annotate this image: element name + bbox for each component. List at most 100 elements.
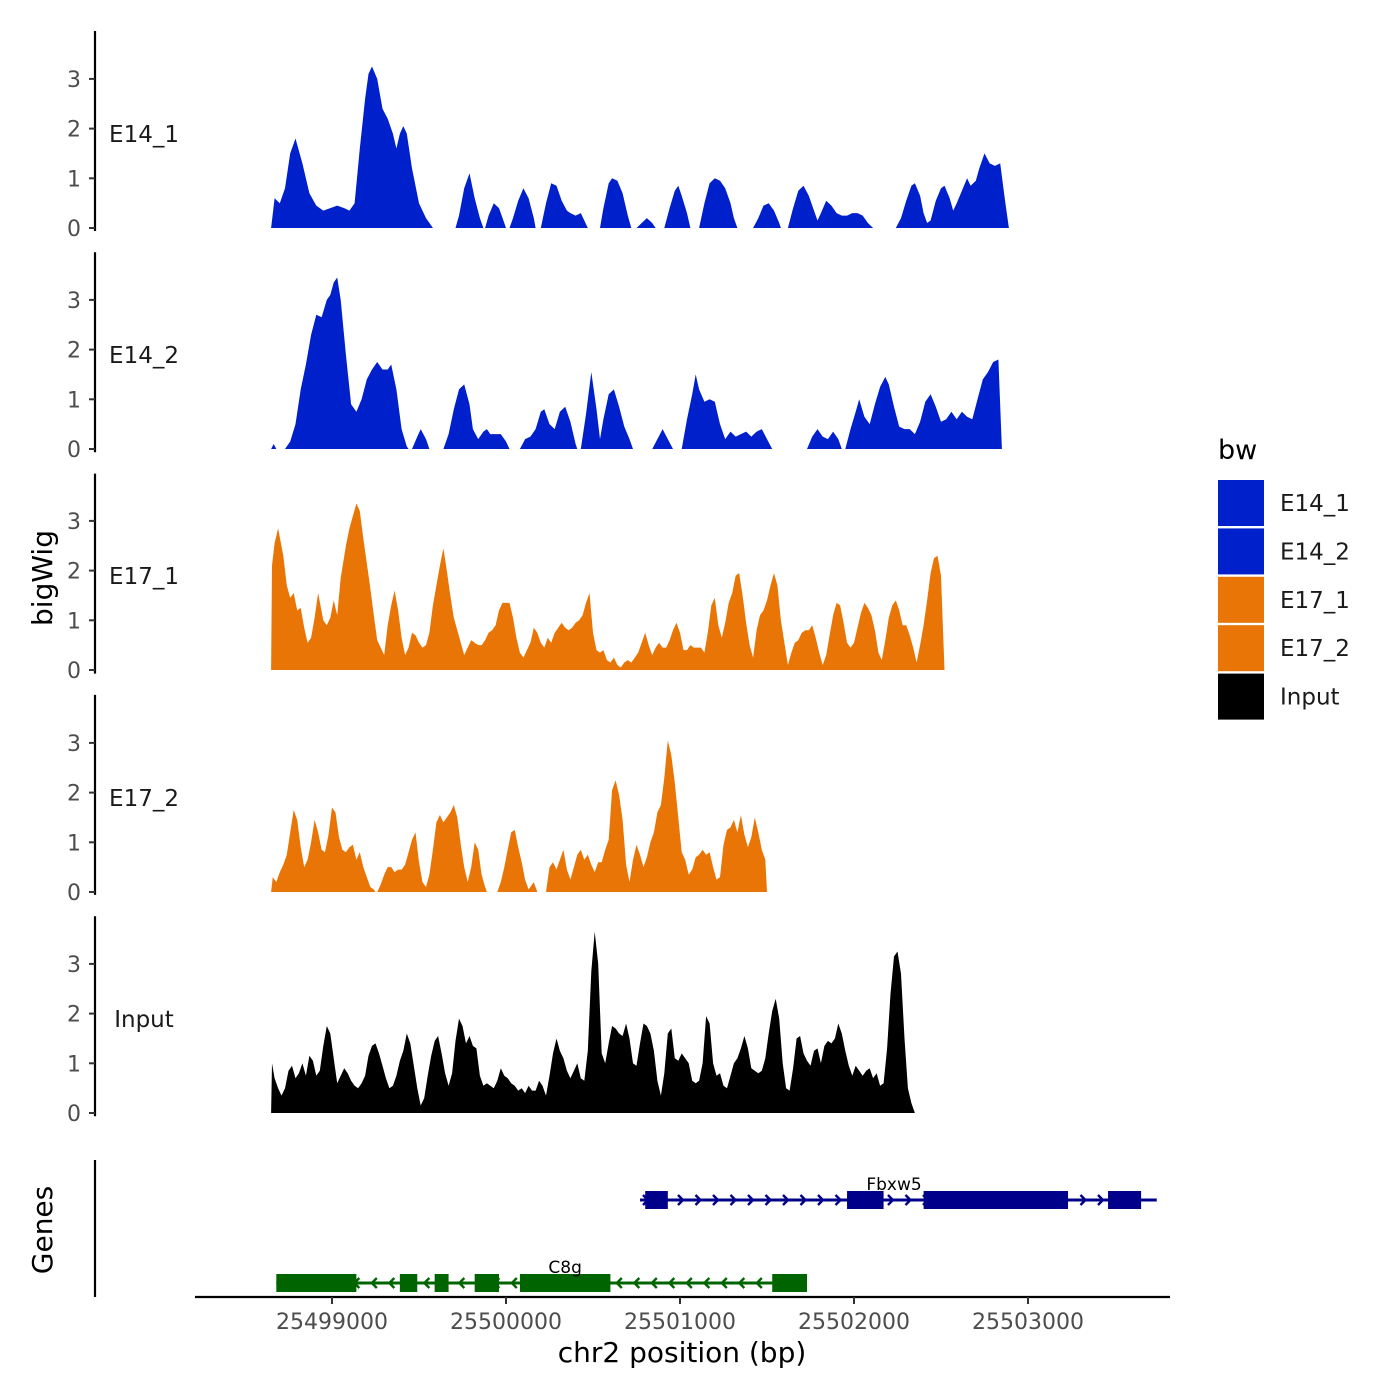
y-axis-title: bigWig: [26, 530, 59, 626]
y-tick-label: 1: [67, 1052, 81, 1077]
strand-arrow: [370, 1277, 378, 1289]
legend-swatch: [1218, 673, 1264, 720]
strand-arrow: [782, 1194, 790, 1206]
gene-exon: [772, 1274, 808, 1292]
strand-arrow: [747, 1194, 755, 1206]
legend-entry-input: Input: [1218, 673, 1340, 720]
gene-exon: [399, 1274, 418, 1292]
legend-label: E17_1: [1280, 588, 1350, 614]
strand-arrow: [834, 1194, 843, 1206]
strand-arrow: [387, 1277, 396, 1289]
legend-entry-e17-2: E17_2: [1218, 625, 1350, 672]
strand-arrow: [615, 1277, 623, 1289]
strand-arrow: [720, 1277, 728, 1289]
x-tick-label: 25503000: [972, 1310, 1084, 1335]
gene-c8g: C8g: [276, 1258, 808, 1292]
coverage-area-e17-1: [271, 503, 945, 670]
coverage-area-e14-1: [271, 66, 1009, 228]
gene-exon: [923, 1191, 1069, 1209]
y-tick-label: 0: [67, 438, 81, 463]
track-label: E14_1: [109, 122, 179, 148]
legend-swatch: [1218, 480, 1264, 526]
strand-arrow: [702, 1277, 711, 1289]
track-e14-2: 0 1 2 3 E14_2: [67, 252, 1002, 463]
gene-exon: [645, 1191, 668, 1209]
gene-exon: [434, 1274, 449, 1292]
track-label: Input: [114, 1007, 174, 1033]
strand-arrow: [737, 1277, 746, 1289]
x-tick-label: 25500000: [450, 1310, 562, 1335]
x-tick-label: 25499000: [276, 1310, 388, 1335]
y-tick-label: 3: [67, 68, 81, 93]
legend-label: E17_2: [1280, 636, 1350, 662]
track-label: E17_2: [109, 786, 179, 812]
y-tick-label: 0: [67, 1102, 81, 1127]
y-tick-label: 0: [67, 659, 81, 684]
y-tick-label: 3: [67, 289, 81, 314]
y-tick-label: 0: [67, 881, 81, 906]
strand-arrow: [632, 1277, 641, 1289]
x-tick-label: 25502000: [798, 1310, 910, 1335]
gene-exon: [519, 1274, 611, 1292]
genes-axis-title: Genes: [26, 1186, 59, 1274]
y-tick-label: 3: [67, 510, 81, 535]
y-tick-label: 1: [67, 831, 81, 856]
strand-arrow: [887, 1194, 895, 1206]
y-tick-label: 2: [67, 560, 81, 585]
strand-arrow: [510, 1277, 518, 1289]
strand-arrow: [904, 1194, 913, 1206]
y-tick-label: 2: [67, 782, 81, 807]
strand-arrow: [685, 1277, 693, 1289]
strand-arrow: [677, 1194, 685, 1206]
y-tick-label: 1: [67, 388, 81, 413]
strand-arrow: [422, 1277, 431, 1289]
gene-label: Fbxw5: [866, 1175, 921, 1195]
strand-arrow: [1097, 1194, 1105, 1206]
x-tick-label: 25501000: [624, 1310, 736, 1335]
y-tick-label: 2: [67, 118, 81, 143]
strand-arrow: [764, 1194, 773, 1206]
y-tick-label: 1: [67, 167, 81, 192]
strand-arrow: [729, 1194, 738, 1206]
track-e17-1: 0 1 2 3 E17_1: [67, 473, 945, 684]
strand-arrow: [799, 1194, 808, 1206]
y-tick-label: 1: [67, 609, 81, 634]
coverage-tracks: 0 1 2 3 E14_1 0 1 2 3 E14_2 0 1 2 3 E17_1 0 1 2 3 E17_2 0 1 2 3…: [67, 31, 1009, 1127]
track-label: E17_1: [109, 564, 179, 590]
legend-entry-e14-2: E14_2: [1218, 528, 1350, 575]
x-axis: 25499000 25500000 25501000 25502000 25503000: [195, 1295, 1170, 1335]
legend: bw E14_1 E14_2 E17_1 E17_2 Input: [1218, 435, 1350, 720]
gene-exon: [276, 1274, 357, 1292]
track-e17-2: 0 1 2 3 E17_2: [67, 694, 767, 906]
legend-swatch: [1218, 528, 1264, 575]
strand-arrow: [817, 1194, 825, 1206]
y-tick-label: 2: [67, 339, 81, 364]
coverage-area-e14-2: [271, 277, 1002, 449]
strand-arrow: [667, 1277, 676, 1289]
y-tick-label: 3: [67, 732, 81, 757]
y-tick-label: 3: [67, 953, 81, 978]
legend-title: bw: [1218, 435, 1257, 466]
legend-label: Input: [1280, 685, 1340, 711]
legend-entry-e14-1: E14_1: [1218, 480, 1350, 526]
legend-entry-e17-1: E17_1: [1218, 576, 1350, 623]
strand-arrow: [650, 1277, 658, 1289]
gene-label: C8g: [548, 1258, 581, 1278]
track-input: 0 1 2 3 Input: [67, 916, 915, 1127]
legend-label: E14_1: [1280, 491, 1350, 517]
legend-label: E14_2: [1280, 539, 1350, 565]
coverage-area-input: [271, 931, 915, 1113]
gene-exon: [474, 1274, 500, 1292]
gene-exon: [1108, 1191, 1142, 1209]
strand-arrow: [694, 1194, 703, 1206]
x-axis-title: chr2 position (bp): [558, 1336, 807, 1369]
gene-exon: [847, 1191, 884, 1209]
strand-arrow: [457, 1277, 466, 1289]
y-tick-label: 0: [67, 217, 81, 242]
strand-arrow: [1079, 1194, 1088, 1206]
legend-swatch: [1218, 625, 1264, 672]
legend-swatch: [1218, 576, 1264, 623]
track-label: E14_2: [109, 343, 179, 369]
